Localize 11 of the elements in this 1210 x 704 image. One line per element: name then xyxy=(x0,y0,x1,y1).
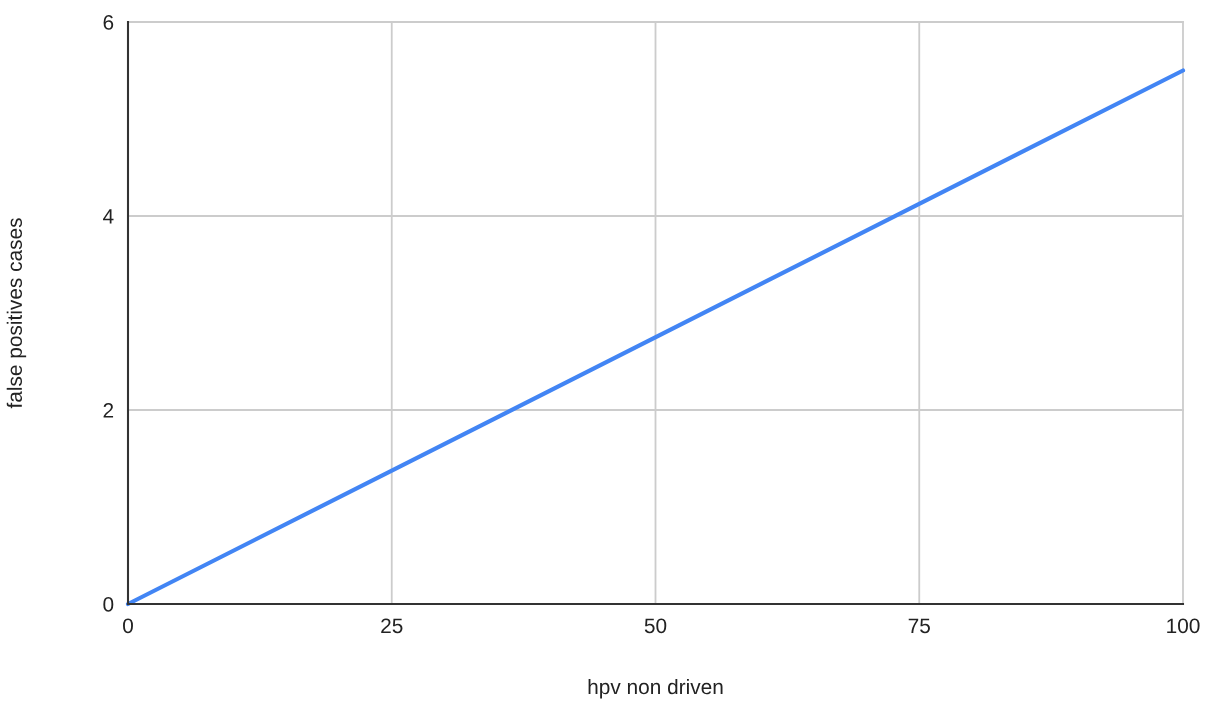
x-tick-label: 75 xyxy=(908,618,930,634)
y-tick-label: 0 xyxy=(103,597,114,612)
y-tick-label: 4 xyxy=(103,209,114,224)
x-tick-label: 50 xyxy=(644,618,667,634)
y-tick-label: 2 xyxy=(103,403,114,418)
y-tick-label: 6 xyxy=(103,15,114,30)
x-axis-title: hpv non driven xyxy=(588,678,723,699)
x-tick-label: 100 xyxy=(1167,618,1200,634)
y-axis-title: false positives cases xyxy=(6,218,27,409)
x-tick-label: 25 xyxy=(381,618,403,634)
x-tick-label: 0 xyxy=(123,618,133,634)
